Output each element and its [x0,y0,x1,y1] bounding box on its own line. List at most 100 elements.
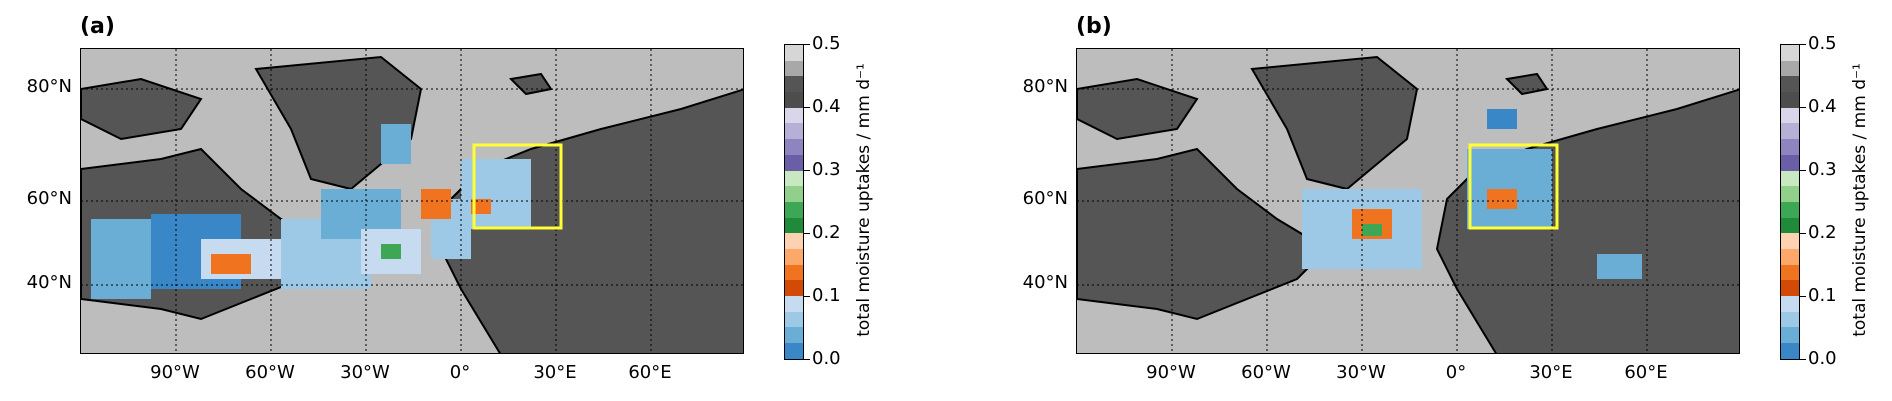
colorbar-tick: 0.1 [812,285,841,306]
gridlines [1077,49,1739,353]
colorbar-segment [1781,123,1799,140]
colorbar-segment [1781,60,1799,77]
uptake-cell [1487,109,1517,129]
uptake-cell [1597,254,1642,279]
lat-label: 60°N [26,188,72,209]
lon-label: 30°W [1336,362,1386,383]
uptake-field [91,124,531,299]
colorbar-tickmark [1800,107,1806,109]
colorbar-segment [785,186,803,202]
colorbar-segment [1781,139,1799,155]
colorbar-tick: 0.1 [1808,285,1837,306]
colorbar-tickmark [804,44,810,46]
colorbar-segment [785,248,803,265]
colorbar-segment [785,296,803,312]
svalbard [508,72,553,96]
colorbar-segment [1781,92,1799,108]
colorbar-tick: 0.5 [812,33,841,54]
colorbar-segment [785,123,803,140]
colorbar-segment [1781,170,1799,187]
colorbar-segment [785,107,803,124]
colorbar-tickmark [1800,170,1806,172]
colorbar-tickmark [804,107,810,109]
map-svg-b [1077,49,1739,353]
colorbar-title: total moisture uptakes / mm d⁻¹ [1850,63,1870,337]
colorbar-tick: 0.4 [1808,96,1837,117]
colorbar-segment [785,327,803,344]
lat-label: 80°N [1022,76,1068,97]
colorbar-segment [785,92,803,108]
colorbar-segment [785,154,803,171]
map-panel-b [1076,48,1740,354]
colorbar-segment [1781,217,1799,234]
colorbar-tickmark [1800,296,1806,298]
colorbar-segment [1781,343,1799,359]
colorbar-segment [1781,154,1799,171]
uptake-cell [471,199,491,214]
colorbar-segment [1781,248,1799,265]
panel-label: (b) [1076,14,1112,39]
colorbar-tick: 0.0 [1808,348,1837,369]
lat-label: 80°N [26,76,72,97]
uptake-cell [1362,224,1382,236]
lon-label: 60°W [1241,362,1291,383]
uptake-cell [91,219,151,299]
colorbar-segment [785,343,803,359]
lon-label: 60°W [245,362,295,383]
colorbar-tick: 0.2 [812,222,841,243]
uptake-cell [421,189,451,219]
colorbar-tickmark [1800,359,1806,361]
colorbar-tick: 0.0 [812,348,841,369]
north-america [1077,147,1329,321]
lon-label: 0° [449,362,471,383]
colorbar [784,44,804,360]
lon-label: 30°E [1529,362,1573,383]
uptake-cell [211,254,251,274]
colorbar-segment [785,311,803,328]
colorbar-segment [785,264,803,281]
arctic-islands [81,77,203,141]
lon-label: 0° [1445,362,1467,383]
europe [439,88,743,353]
colorbar-tickmark [804,359,810,361]
colorbar-segment [785,45,803,61]
colorbar-segment [1781,201,1799,218]
colorbar-segment [785,280,803,296]
lon-label: 30°W [340,362,390,383]
colorbar-tickmark [1800,233,1806,235]
colorbar-segment [785,60,803,77]
colorbar-segment [1781,280,1799,296]
colorbar-tickmark [804,296,810,298]
scandinavia-box [1468,143,1559,230]
greenland [1250,55,1419,191]
colorbar-tick: 0.4 [812,96,841,117]
colorbar-segment [1781,107,1799,124]
map-panel-a [80,48,744,354]
landmasses [81,55,743,353]
uptake-cell [1487,189,1517,209]
colorbar-tick: 0.5 [1808,33,1837,54]
colorbar-segment [785,139,803,155]
panel-b: (b) [996,0,1892,401]
greenland [254,55,423,191]
colorbar-segment [1781,311,1799,328]
panel-a: (a) [26,14,874,383]
lon-label: 30°E [533,362,577,383]
colorbar-segment [785,170,803,187]
panel-label: (a) [80,14,115,39]
colorbar-tick: 0.3 [1808,159,1837,180]
lat-label: 40°N [1022,272,1068,293]
colorbar-segment [1781,327,1799,344]
lat-label: 40°N [26,272,72,293]
colorbar-segment [785,201,803,218]
colorbar-segment [1781,296,1799,312]
colorbar-segment [785,76,803,93]
colorbar-segment [1781,233,1799,249]
scandinavia-box [472,143,563,230]
map-svg-a [81,49,743,353]
colorbar [1780,44,1800,360]
lon-label: 60°E [1624,362,1668,383]
colorbar-segment [1781,264,1799,281]
svalbard [1504,72,1549,96]
colorbar-segment [1781,186,1799,202]
